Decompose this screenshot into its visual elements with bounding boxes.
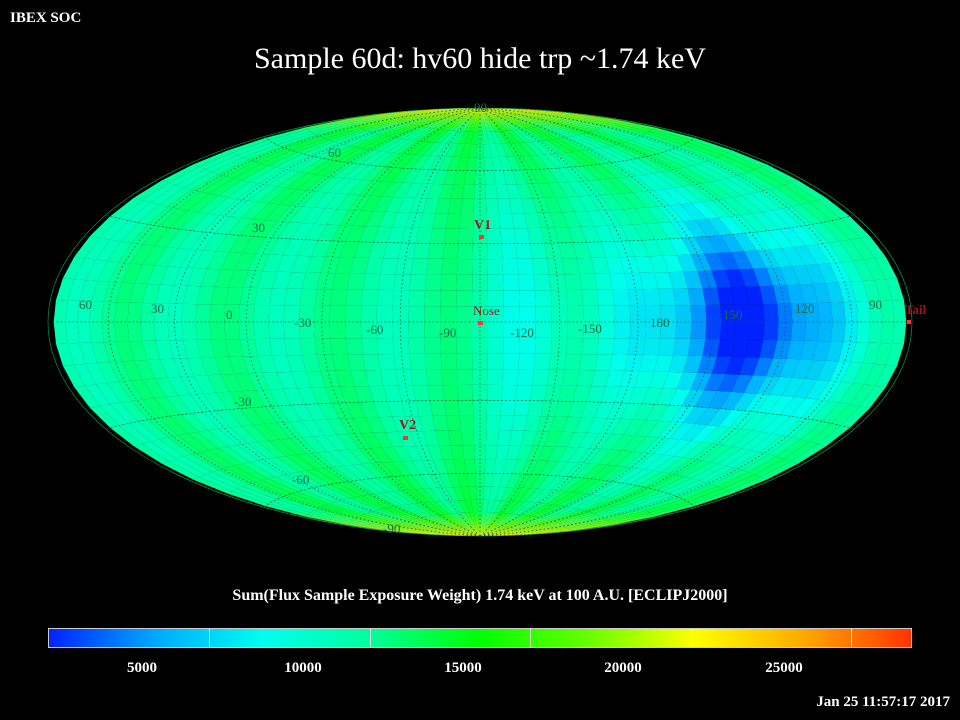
marker-nose: Nose xyxy=(473,303,500,325)
corner-label: IBEX SOC xyxy=(10,10,82,26)
lon-label-30: 30 xyxy=(151,301,164,316)
colorbar-tick-5000: 5000 xyxy=(127,660,157,676)
graticule-meridian xyxy=(321,108,481,536)
lon-label-minus120: -120 xyxy=(510,325,534,340)
colorbar-tick-15000: 15000 xyxy=(444,660,482,676)
lon-label-minus90: -90 xyxy=(439,325,456,340)
lat-label-minus90: -90 xyxy=(383,521,400,536)
marker-v1: V1 xyxy=(474,218,491,239)
lat-label-60: 60 xyxy=(328,145,341,160)
marker-v1-label: V1 xyxy=(474,218,491,233)
colorbar-tick-10000: 10000 xyxy=(284,660,322,676)
graticule-meridian xyxy=(479,108,715,536)
graticule-meridian xyxy=(107,108,481,536)
lon-label-minus60: -60 xyxy=(366,322,383,337)
lat-label-30: 30 xyxy=(252,220,265,235)
colorbar-divider xyxy=(851,629,852,647)
timestamp: Jan 25 11:57:17 2017 xyxy=(816,694,950,710)
graticule-parallel xyxy=(107,215,853,245)
graticule-parallel xyxy=(107,399,853,429)
lon-label-150: 150 xyxy=(723,307,743,322)
marker-tail-label: Tail xyxy=(905,302,927,317)
colorbar-title: Sum(Flux Sample Exposure Weight) 1.74 ke… xyxy=(232,587,728,604)
graticule-meridian xyxy=(479,108,853,536)
colorbar-divider xyxy=(690,629,692,647)
lat-label-90: 90 xyxy=(474,100,487,115)
lon-label-180: 180 xyxy=(650,315,670,330)
flux-map-cells xyxy=(48,108,912,536)
lon-label-minus150: -150 xyxy=(578,321,602,336)
lon-label-60: 60 xyxy=(79,297,92,312)
graticule-meridian xyxy=(399,108,481,536)
lon-label-90: 90 xyxy=(869,297,882,312)
graticule-parallel xyxy=(264,472,696,508)
map-outline xyxy=(47,107,913,537)
map-title: Sample 60d: hv60 hide trp ~1.74 keV xyxy=(253,42,706,75)
graticule-meridian xyxy=(245,108,481,536)
lat-label-minus60: -60 xyxy=(292,472,309,487)
lon-label-0: 0 xyxy=(226,307,233,322)
graticule-meridian xyxy=(479,108,561,536)
colorbar-divider xyxy=(209,629,211,647)
colorbar-tick-20000: 20000 xyxy=(604,660,642,676)
colorbar xyxy=(48,628,912,648)
marker-v2: V2 xyxy=(399,418,416,440)
colorbar-divider xyxy=(369,629,371,647)
lat-label-minus30: -30 xyxy=(234,394,251,409)
lon-label-minus30: -30 xyxy=(294,315,311,330)
colorbar-divider xyxy=(530,629,532,647)
graticule-meridian xyxy=(479,108,639,536)
lon-label-120: 120 xyxy=(795,301,815,316)
marker-tail: Tail xyxy=(905,302,927,324)
marker-v2-label: V2 xyxy=(399,418,416,433)
colorbar-tick-25000: 25000 xyxy=(765,660,803,676)
marker-nose-label: Nose xyxy=(473,303,500,318)
